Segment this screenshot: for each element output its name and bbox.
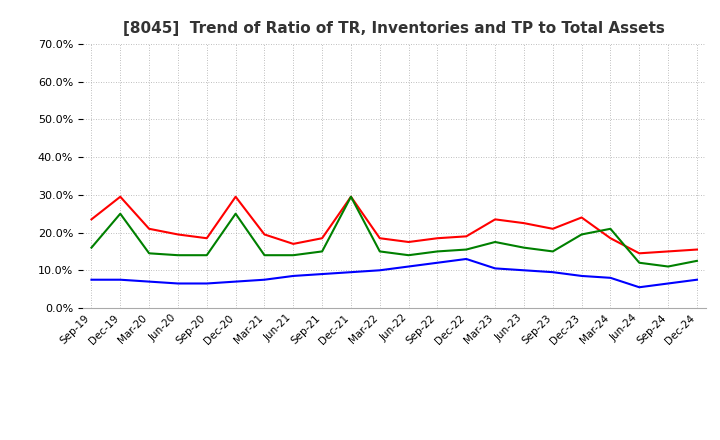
Trade Payables <box>145 251 153 256</box>
Trade Payables <box>462 247 471 252</box>
Inventories <box>346 270 355 275</box>
Trade Payables <box>520 245 528 250</box>
Trade Payables <box>405 253 413 258</box>
Inventories <box>289 273 297 279</box>
Trade Payables <box>231 211 240 216</box>
Trade Receivables <box>664 249 672 254</box>
Trade Receivables <box>260 232 269 237</box>
Trade Receivables <box>549 226 557 231</box>
Trade Payables <box>693 258 701 264</box>
Inventories <box>145 279 153 284</box>
Inventories <box>405 264 413 269</box>
Trade Receivables <box>462 234 471 239</box>
Trade Payables <box>174 253 182 258</box>
Trade Receivables <box>116 194 125 199</box>
Trade Payables <box>87 245 96 250</box>
Inventories <box>375 268 384 273</box>
Trade Receivables <box>433 235 442 241</box>
Inventories <box>664 281 672 286</box>
Trade Receivables <box>577 215 586 220</box>
Trade Payables <box>318 249 326 254</box>
Trade Payables <box>375 249 384 254</box>
Trade Receivables <box>231 194 240 199</box>
Inventories <box>318 271 326 277</box>
Line: Inventories: Inventories <box>91 259 697 287</box>
Trade Payables <box>664 264 672 269</box>
Inventories <box>87 277 96 282</box>
Inventories <box>433 260 442 265</box>
Inventories <box>202 281 211 286</box>
Trade Payables <box>491 239 500 245</box>
Trade Receivables <box>87 217 96 222</box>
Inventories <box>520 268 528 273</box>
Inventories <box>260 277 269 282</box>
Line: Trade Receivables: Trade Receivables <box>91 197 697 253</box>
Trade Receivables <box>202 235 211 241</box>
Inventories <box>693 277 701 282</box>
Trade Receivables <box>318 235 326 241</box>
Trade Payables <box>635 260 644 265</box>
Trade Receivables <box>491 217 500 222</box>
Trade Payables <box>606 226 615 231</box>
Inventories <box>462 257 471 262</box>
Inventories <box>231 279 240 284</box>
Trade Payables <box>577 232 586 237</box>
Trade Payables <box>260 253 269 258</box>
Trade Receivables <box>346 194 355 199</box>
Trade Payables <box>202 253 211 258</box>
Title: [8045]  Trend of Ratio of TR, Inventories and TP to Total Assets: [8045] Trend of Ratio of TR, Inventories… <box>123 21 665 36</box>
Inventories <box>635 285 644 290</box>
Trade Receivables <box>145 226 153 231</box>
Trade Receivables <box>693 247 701 252</box>
Trade Payables <box>289 253 297 258</box>
Inventories <box>174 281 182 286</box>
Trade Payables <box>346 194 355 199</box>
Trade Receivables <box>520 220 528 226</box>
Inventories <box>606 275 615 280</box>
Trade Payables <box>433 249 442 254</box>
Trade Receivables <box>375 235 384 241</box>
Inventories <box>577 273 586 279</box>
Trade Receivables <box>606 235 615 241</box>
Trade Receivables <box>174 232 182 237</box>
Trade Receivables <box>405 239 413 245</box>
Trade Payables <box>549 249 557 254</box>
Trade Payables <box>116 211 125 216</box>
Trade Receivables <box>635 251 644 256</box>
Inventories <box>491 266 500 271</box>
Line: Trade Payables: Trade Payables <box>91 197 697 267</box>
Inventories <box>116 277 125 282</box>
Trade Receivables <box>289 241 297 246</box>
Inventories <box>549 270 557 275</box>
